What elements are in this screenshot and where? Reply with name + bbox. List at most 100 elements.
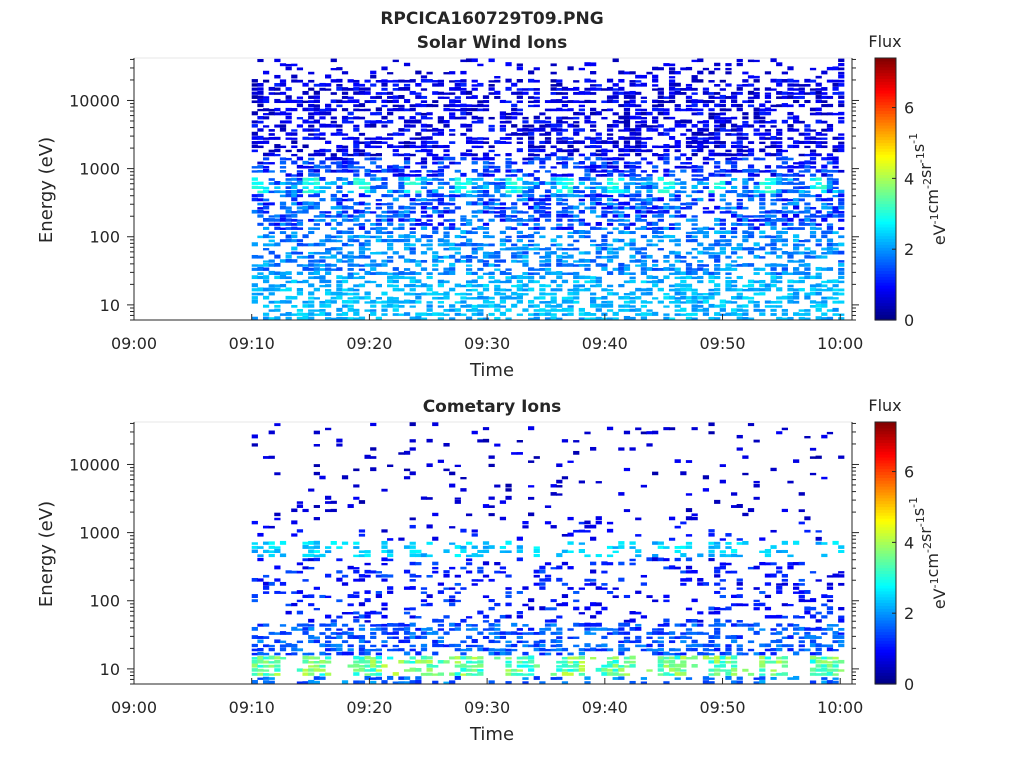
- heatmap-cell: [454, 301, 461, 304]
- heatmap-cell: [460, 667, 467, 672]
- heatmap-cell: [482, 108, 490, 112]
- heatmap-cell: [590, 210, 597, 214]
- heatmap-cell: [730, 301, 738, 304]
- heatmap-cell: [770, 169, 777, 173]
- heatmap-cell: [601, 203, 608, 206]
- heatmap-cell: [471, 215, 478, 218]
- heatmap-cell: [262, 656, 270, 660]
- heatmap-cell: [544, 267, 552, 271]
- heatmap-cell: [759, 190, 766, 194]
- heatmap-cell: [578, 230, 585, 235]
- heatmap-cell: [753, 254, 760, 259]
- heatmap-cell: [268, 170, 275, 173]
- heatmap-cell: [691, 112, 698, 116]
- heatmap-cell: [471, 58, 478, 63]
- heatmap-cell: [279, 160, 287, 165]
- heatmap-cell: [325, 573, 332, 578]
- heatmap-cell: [325, 648, 332, 652]
- heatmap-cell: [251, 95, 258, 99]
- heatmap-cell: [460, 296, 467, 300]
- heatmap-cell: [437, 628, 445, 631]
- heatmap-cell: [449, 178, 456, 181]
- heatmap-cell: [381, 141, 388, 144]
- heatmap-cell: [257, 214, 264, 218]
- heatmap-cell: [809, 152, 817, 157]
- heatmap-cell: [482, 222, 490, 226]
- heatmap-cell: [375, 296, 382, 300]
- heatmap-cell: [556, 137, 563, 140]
- heatmap-cell: [471, 271, 478, 275]
- colorbar-segment: [875, 133, 896, 138]
- heatmap-cell: [285, 300, 292, 304]
- heatmap-cell: [460, 587, 467, 590]
- heatmap-cell: [437, 293, 445, 296]
- heatmap-cell: [561, 296, 569, 300]
- heatmap-cell: [776, 62, 783, 67]
- heatmap-cell: [804, 247, 811, 251]
- heatmap-cell: [381, 300, 388, 304]
- heatmap-cell: [657, 673, 664, 676]
- heatmap-cell: [776, 180, 783, 185]
- heatmap-cell: [702, 182, 710, 185]
- heatmap-cell: [364, 194, 371, 198]
- heatmap-cell: [674, 222, 681, 226]
- heatmap-cell: [291, 647, 298, 652]
- heatmap-cell: [714, 217, 721, 222]
- heatmap-cell: [296, 201, 304, 206]
- heatmap-cell: [420, 128, 428, 132]
- heatmap-cell: [319, 176, 326, 181]
- heatmap-cell: [437, 186, 445, 189]
- heatmap-cell: [629, 242, 636, 247]
- heatmap-cell: [798, 170, 805, 173]
- heatmap-cell: [370, 161, 377, 165]
- heatmap-cell: [601, 210, 608, 214]
- heatmap-cell: [392, 153, 399, 157]
- heatmap-cell: [330, 181, 337, 185]
- colorbar-segment: [875, 116, 896, 120]
- heatmap-cell: [640, 157, 648, 161]
- heatmap-cell: [561, 439, 569, 443]
- heatmap-cell: [798, 161, 805, 165]
- heatmap-cell: [494, 153, 501, 157]
- heatmap-cell: [556, 226, 563, 230]
- heatmap-cell: [426, 173, 433, 177]
- heatmap-cell: [494, 76, 501, 79]
- heatmap-cell: [578, 264, 585, 267]
- heatmap-cell: [832, 206, 839, 210]
- heatmap-cell: [505, 194, 512, 198]
- heatmap-cell: [420, 283, 428, 288]
- heatmap-cell: [550, 644, 557, 648]
- heatmap-cell: [561, 582, 569, 586]
- heatmap-cell: [488, 218, 495, 222]
- heatmap-cell: [685, 157, 693, 161]
- heatmap-cell: [308, 95, 315, 99]
- heatmap-cell: [336, 316, 343, 320]
- heatmap-cell: [268, 677, 275, 680]
- heatmap-cell: [561, 140, 569, 144]
- heatmap-cell: [528, 197, 535, 202]
- heatmap-cell: [505, 644, 512, 648]
- heatmap-cell: [595, 132, 602, 136]
- heatmap-cell: [341, 288, 349, 292]
- heatmap-cell: [285, 206, 292, 210]
- heatmap-cell: [347, 244, 354, 247]
- heatmap-cell: [274, 639, 281, 644]
- heatmap-cell: [285, 193, 292, 198]
- heatmap-cell: [821, 128, 828, 132]
- heatmap-cell: [449, 270, 456, 275]
- heatmap-cell: [556, 123, 563, 128]
- heatmap-cell: [415, 177, 422, 181]
- heatmap-cell: [471, 579, 478, 582]
- heatmap-cell: [358, 149, 366, 153]
- heatmap-cell: [296, 170, 304, 173]
- heatmap-cell: [556, 140, 563, 144]
- heatmap-cell: [370, 96, 377, 99]
- heatmap-cell: [262, 234, 270, 239]
- heatmap-cell: [544, 292, 552, 296]
- heatmap-cell: [776, 275, 783, 280]
- heatmap-cell: [640, 225, 648, 230]
- heatmap-cell: [313, 505, 320, 508]
- heatmap-cell: [533, 153, 540, 157]
- heatmap-cell: [358, 108, 366, 112]
- heatmap-cell: [477, 202, 484, 206]
